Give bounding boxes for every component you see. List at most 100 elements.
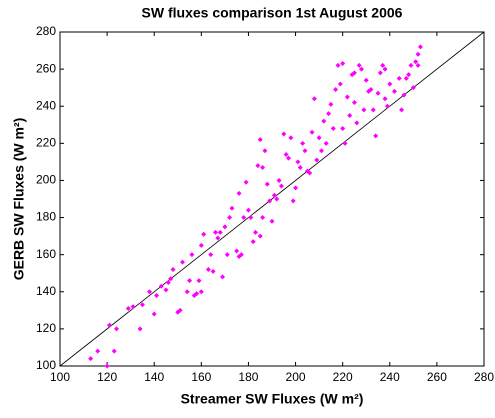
point [255, 163, 261, 169]
point [260, 164, 266, 170]
point [302, 148, 308, 154]
point [187, 278, 193, 284]
point [201, 231, 207, 237]
point [217, 229, 223, 235]
y-tick-label: 120 [36, 321, 56, 335]
point [253, 229, 259, 235]
point [208, 252, 214, 258]
point [229, 205, 235, 211]
point [340, 125, 346, 131]
point [158, 283, 164, 289]
point [111, 348, 117, 354]
point [215, 235, 221, 241]
point [328, 101, 334, 107]
point [326, 111, 332, 117]
x-axis-label: Streamer SW Fluxes (W m²) [181, 391, 364, 407]
point [257, 233, 263, 239]
point [391, 88, 397, 94]
chart-title: SW fluxes comparison 1st August 2006 [142, 5, 403, 21]
point [387, 81, 393, 87]
point [264, 181, 270, 187]
point [163, 287, 169, 293]
point [285, 155, 291, 161]
point [335, 62, 341, 68]
point [396, 75, 402, 81]
point [342, 140, 348, 146]
point [95, 348, 101, 354]
point [154, 292, 160, 298]
point [318, 148, 324, 154]
point [363, 77, 369, 83]
point [137, 326, 143, 332]
point [139, 302, 145, 308]
point [170, 267, 176, 273]
point [205, 267, 211, 273]
point [344, 94, 350, 100]
point [194, 291, 200, 297]
point [359, 66, 365, 72]
y-tick-label: 220 [36, 136, 56, 150]
point [337, 81, 343, 87]
point [281, 131, 287, 137]
point [375, 90, 381, 96]
point [196, 278, 202, 284]
point [293, 185, 299, 191]
point [283, 151, 289, 157]
point [184, 289, 190, 295]
x-tick-label: 160 [191, 370, 211, 384]
point [406, 72, 412, 78]
y-tick-label: 180 [36, 210, 56, 224]
point [340, 61, 346, 67]
point [330, 125, 336, 131]
point [399, 107, 405, 113]
reference-line [59, 31, 485, 367]
y-tick-label: 240 [36, 98, 56, 112]
x-tick-label: 280 [474, 370, 494, 384]
point [323, 140, 329, 146]
point [198, 242, 204, 248]
x-tick-label: 200 [286, 370, 306, 384]
point [245, 207, 251, 213]
x-tick-label: 100 [50, 370, 70, 384]
point [295, 159, 301, 165]
point [189, 252, 195, 258]
point [347, 113, 353, 118]
point [321, 118, 327, 124]
point [210, 268, 216, 274]
point [351, 100, 357, 106]
x-tick-label: 180 [238, 370, 258, 384]
point [368, 87, 374, 93]
point [410, 85, 416, 91]
point [227, 215, 233, 221]
x-tick-label: 240 [380, 370, 400, 384]
point [373, 133, 379, 139]
point [276, 177, 282, 183]
point [382, 66, 388, 72]
point [88, 356, 94, 362]
point [224, 252, 230, 258]
point [380, 62, 386, 68]
point [243, 179, 249, 185]
point [288, 135, 294, 141]
point [106, 322, 112, 328]
point [314, 157, 320, 163]
x-tick-label: 140 [144, 370, 164, 384]
point [333, 87, 339, 93]
y-tick-label: 100 [36, 358, 56, 372]
point [271, 192, 277, 198]
point [413, 59, 419, 65]
point [212, 229, 218, 235]
point [147, 289, 153, 295]
point [417, 44, 423, 50]
point [125, 305, 131, 311]
point [262, 148, 268, 154]
y-axis-label: GERB SW Fluxes (W m²) [11, 118, 27, 281]
y-tick-label: 200 [36, 173, 56, 187]
x-tick-label: 220 [333, 370, 353, 384]
point [408, 62, 414, 68]
point [361, 107, 367, 113]
point [377, 70, 383, 76]
x-tick-label: 260 [427, 370, 447, 384]
point [382, 96, 388, 102]
